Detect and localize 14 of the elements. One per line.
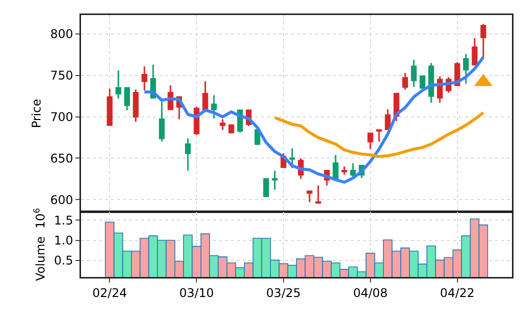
x-tick-label: 03/25 — [266, 286, 301, 300]
y-tick-label: 0.5 — [54, 254, 74, 268]
y-tick-label: 1.5 — [54, 213, 74, 228]
y-tick-label: 600 — [50, 192, 74, 207]
y-tick-label: 700 — [50, 110, 74, 124]
y-tick-label: 650 — [50, 151, 74, 166]
x-tick-label: 02/24 — [92, 286, 127, 300]
y-axis-title: Price — [30, 98, 44, 128]
y-tick-label: 750 — [50, 68, 74, 83]
x-tick-label: 04/22 — [440, 286, 475, 300]
x-tick-label: 04/08 — [353, 286, 388, 300]
y-tick-label: 1.0 — [54, 233, 74, 248]
y-tick-label: 800 — [50, 27, 74, 42]
x-tick-label: 03/10 — [179, 286, 214, 300]
